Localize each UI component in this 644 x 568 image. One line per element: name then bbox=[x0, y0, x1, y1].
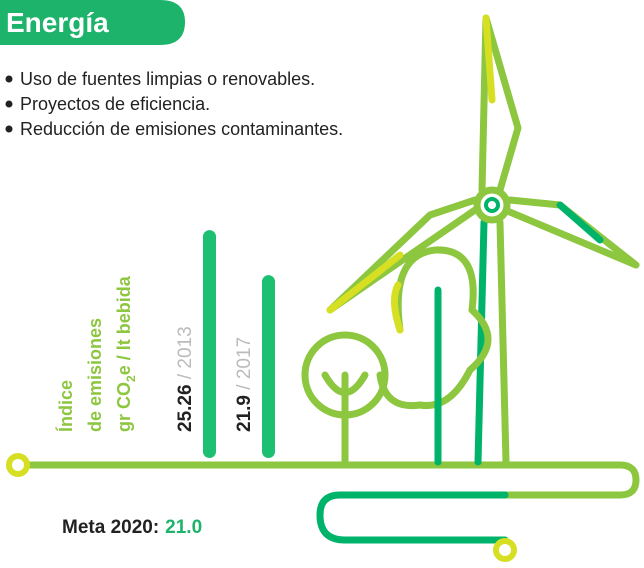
bars: 25.26 / 2013 21.9 / 2017 bbox=[175, 230, 275, 458]
bullet-list: Uso de fuentes limpias o renovables. Proy… bbox=[6, 69, 344, 139]
bar bbox=[262, 275, 275, 458]
bar-value: 21.9 bbox=[234, 395, 255, 432]
unit-label: gr CO2e / lt bebida bbox=[114, 275, 138, 432]
circle-deco bbox=[496, 541, 514, 559]
infographic: Energía Uso de fuentes limpias o renovab… bbox=[0, 0, 644, 568]
goal-value: 21.0 bbox=[165, 517, 202, 538]
bar-year: / 2013 bbox=[175, 326, 196, 384]
bullet-text: Uso de fuentes limpias o renovables. bbox=[20, 69, 315, 89]
circle-deco bbox=[9, 456, 27, 474]
goal: Meta 2020: 21.0 bbox=[62, 517, 202, 538]
title: Energía bbox=[6, 7, 109, 38]
bullet-dot bbox=[6, 101, 13, 108]
unit-part: gr CO bbox=[114, 382, 134, 432]
bullet-text: Reducción de emisiones contaminantes. bbox=[20, 119, 343, 139]
bar-value: 25.26 bbox=[175, 384, 196, 432]
bar-label: 25.26 / 2013 bbox=[175, 326, 196, 432]
label-line: de emisiones bbox=[85, 318, 105, 432]
bullet-dot bbox=[6, 126, 13, 133]
bullet-dot bbox=[6, 76, 13, 83]
unit-part: e / lt bebida bbox=[114, 275, 134, 375]
goal-label: Meta 2020: bbox=[62, 517, 159, 538]
bar bbox=[203, 230, 216, 458]
hub-center bbox=[486, 199, 498, 211]
bar-year: / 2017 bbox=[234, 337, 255, 395]
bar-label: 21.9 / 2017 bbox=[234, 337, 255, 432]
indicator-label: Índice de emisiones gr CO2e / lt bebida bbox=[55, 275, 138, 432]
label-line: Índice bbox=[55, 380, 76, 432]
bullet-text: Proyectos de eficiencia. bbox=[20, 94, 210, 114]
